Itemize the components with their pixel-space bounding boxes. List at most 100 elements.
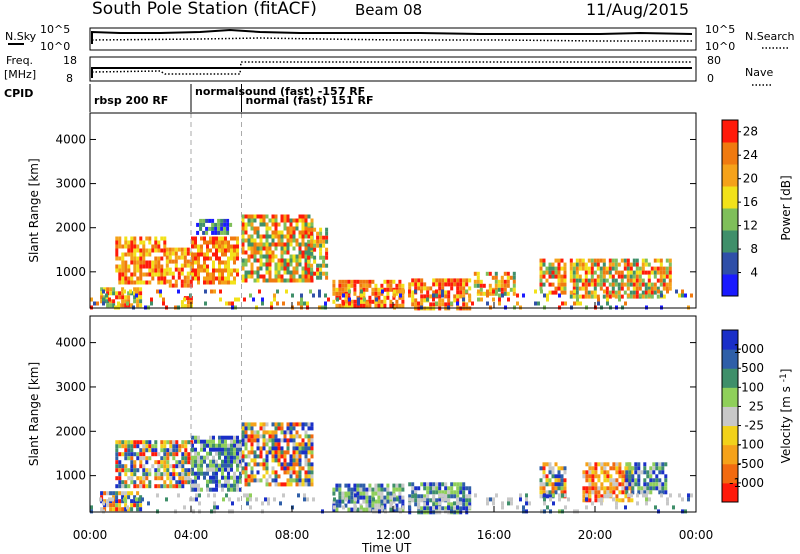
data-cell bbox=[224, 260, 227, 265]
data-cell bbox=[157, 272, 161, 277]
data-cell bbox=[160, 256, 164, 261]
data-cell bbox=[304, 222, 308, 227]
data-cell bbox=[206, 252, 209, 257]
data-cell bbox=[675, 289, 678, 294]
data-cell bbox=[186, 304, 190, 309]
data-cell bbox=[383, 487, 387, 492]
data-cell bbox=[420, 282, 424, 287]
data-cell bbox=[118, 440, 122, 445]
data-cell bbox=[115, 460, 119, 465]
data-cell bbox=[611, 290, 615, 295]
data-cell bbox=[637, 478, 641, 483]
data-cell bbox=[542, 470, 546, 475]
data-cell bbox=[528, 501, 531, 506]
data-cell bbox=[554, 266, 558, 271]
data-cell bbox=[264, 497, 267, 502]
data-cell bbox=[289, 226, 293, 231]
colorbar-tick-label: -1000 bbox=[729, 476, 764, 490]
nsky-panel: N.Sky 10^5 10^0 N.Search 10^5 10^0 bbox=[5, 23, 795, 53]
data-cell bbox=[241, 242, 245, 247]
data-cell bbox=[542, 262, 546, 267]
data-cell bbox=[653, 266, 657, 271]
data-cell bbox=[165, 255, 169, 260]
data-cell bbox=[316, 243, 320, 248]
data-cell bbox=[634, 470, 638, 475]
data-cell bbox=[224, 475, 227, 480]
data-cell bbox=[606, 470, 610, 475]
data-cell bbox=[262, 474, 266, 479]
data-cell bbox=[310, 422, 314, 427]
data-cell bbox=[608, 262, 612, 267]
data-cell bbox=[621, 474, 625, 479]
data-cell bbox=[224, 264, 227, 269]
data-cell bbox=[256, 442, 260, 447]
data-cell bbox=[211, 222, 215, 227]
data-cell bbox=[374, 503, 378, 508]
data-cell bbox=[206, 451, 209, 456]
data-cell bbox=[624, 505, 627, 510]
data-cell bbox=[625, 470, 629, 475]
data-cell bbox=[262, 462, 266, 467]
data-cell bbox=[259, 478, 263, 483]
data-cell bbox=[256, 478, 260, 483]
data-cell bbox=[133, 468, 137, 473]
data-cell bbox=[512, 279, 516, 284]
data-cell bbox=[569, 270, 573, 275]
data-cell bbox=[572, 262, 576, 267]
data-cell bbox=[438, 498, 442, 503]
data-cell bbox=[304, 270, 308, 275]
data-cell bbox=[632, 262, 636, 267]
data-cell bbox=[231, 501, 234, 506]
data-cell bbox=[374, 483, 378, 488]
data-cell bbox=[371, 503, 375, 508]
data-cell bbox=[230, 252, 233, 257]
data-cell bbox=[332, 299, 336, 304]
data-cell bbox=[477, 297, 480, 302]
data-cell bbox=[298, 278, 302, 283]
data-cell bbox=[307, 246, 311, 251]
data-cell bbox=[401, 483, 405, 488]
data-cell bbox=[118, 240, 122, 245]
data-cell bbox=[606, 297, 609, 302]
data-cell bbox=[666, 501, 669, 506]
data-cell bbox=[341, 303, 345, 308]
data-cell bbox=[239, 455, 242, 460]
data-cell bbox=[600, 501, 603, 506]
data-cell bbox=[408, 289, 411, 294]
data-cell bbox=[612, 490, 616, 495]
data-cell bbox=[292, 434, 296, 439]
data-cell bbox=[301, 226, 305, 231]
data-cell bbox=[197, 276, 200, 281]
data-cell bbox=[230, 483, 233, 488]
data-cell bbox=[187, 460, 191, 465]
data-cell bbox=[190, 440, 194, 445]
data-cell bbox=[641, 270, 645, 275]
data-cell bbox=[319, 239, 323, 244]
data-cell bbox=[435, 502, 439, 507]
data-cell bbox=[594, 470, 598, 475]
x-tick-label: 00:00 bbox=[679, 528, 714, 542]
data-cell bbox=[298, 462, 302, 467]
data-cell bbox=[581, 278, 585, 283]
data-cell bbox=[668, 270, 672, 275]
data-cell bbox=[220, 222, 224, 227]
data-cell bbox=[124, 299, 128, 304]
data-cell bbox=[192, 509, 195, 514]
data-cell bbox=[239, 471, 242, 476]
data-cell bbox=[274, 442, 278, 447]
data-cell bbox=[551, 474, 555, 479]
data-cell bbox=[411, 482, 415, 487]
data-cell bbox=[221, 439, 224, 444]
data-cell bbox=[545, 478, 549, 483]
data-cell bbox=[215, 276, 218, 281]
data-cell bbox=[426, 290, 430, 295]
data-cell bbox=[154, 256, 158, 261]
data-cell bbox=[350, 507, 354, 512]
data-cell bbox=[609, 482, 613, 487]
data-cell bbox=[563, 490, 567, 495]
data-cell bbox=[268, 474, 272, 479]
data-cell bbox=[617, 290, 621, 295]
data-cell bbox=[206, 487, 209, 492]
data-cell bbox=[142, 468, 146, 473]
data-cell bbox=[539, 482, 543, 487]
